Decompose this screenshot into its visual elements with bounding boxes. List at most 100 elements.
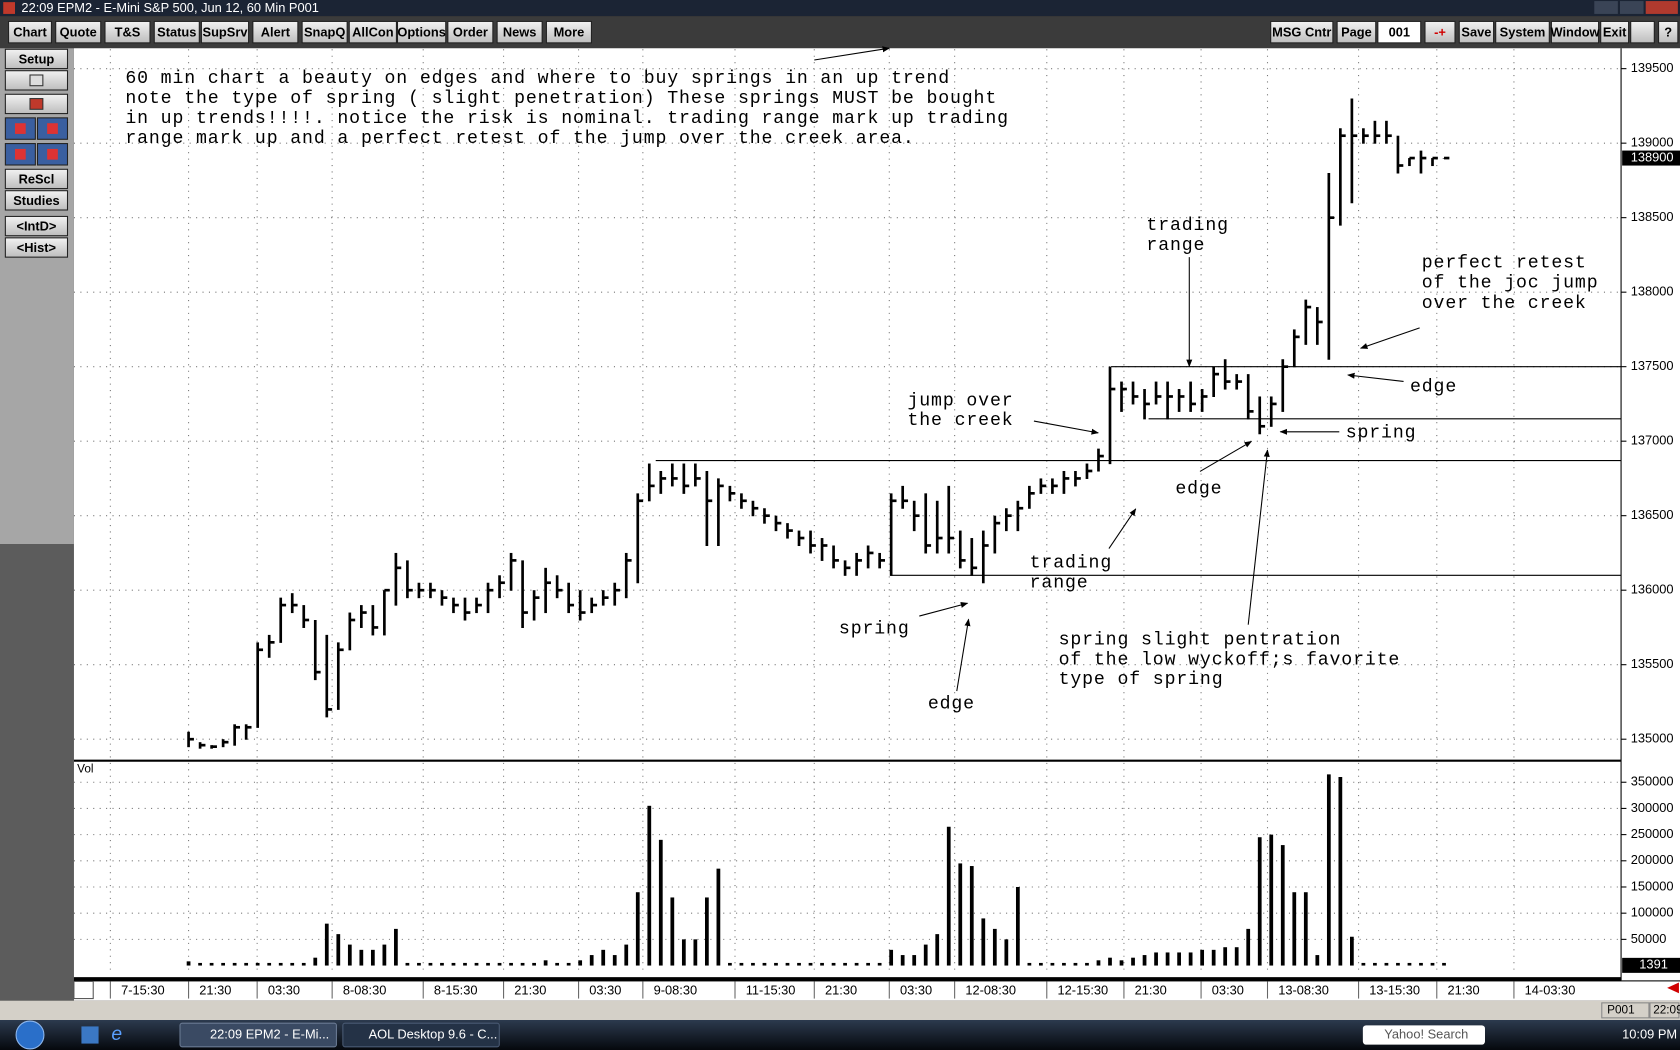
annotation: range mark up and a perfect retest of th… bbox=[125, 129, 914, 149]
button[interactable] bbox=[4, 168, 69, 190]
volume-bar bbox=[1015, 886, 1020, 966]
button-label: Save bbox=[1461, 25, 1491, 40]
button[interactable] bbox=[4, 48, 69, 70]
scroll-box[interactable] bbox=[73, 980, 94, 1000]
volume-bar bbox=[774, 962, 778, 966]
button[interactable] bbox=[4, 237, 69, 258]
button[interactable] bbox=[4, 215, 69, 237]
minimize-button[interactable] bbox=[1594, 1, 1618, 14]
volume-bar bbox=[889, 949, 894, 966]
x-tick-label: 21:30 bbox=[1135, 982, 1167, 997]
button[interactable] bbox=[1424, 20, 1456, 44]
x-tick-label: 03:30 bbox=[1212, 982, 1244, 997]
button[interactable] bbox=[545, 20, 592, 44]
button[interactable] bbox=[4, 190, 69, 211]
y-tick-label: 138000 bbox=[1631, 284, 1674, 299]
volume-bar bbox=[451, 962, 456, 966]
volume-bar bbox=[1292, 892, 1297, 966]
button[interactable] bbox=[1550, 20, 1600, 44]
volume-bar bbox=[1419, 962, 1423, 966]
volume-bar bbox=[1073, 962, 1078, 966]
y-tick-label: 137000 bbox=[1631, 433, 1674, 448]
volume-tick-label: 300000 bbox=[1631, 800, 1674, 815]
volume-bar bbox=[1234, 947, 1239, 966]
annotation: spring bbox=[839, 620, 910, 640]
button[interactable] bbox=[447, 20, 494, 44]
button[interactable] bbox=[1495, 20, 1550, 44]
volume-bar bbox=[532, 962, 536, 966]
button[interactable] bbox=[301, 20, 348, 44]
volume-bar bbox=[820, 962, 824, 966]
volume-tick-label: 100000 bbox=[1631, 905, 1674, 920]
taskbar-item-label: 22:09 EPM2 - E-Mi... bbox=[210, 1026, 329, 1041]
quicklaunch-icon[interactable]: e bbox=[111, 1024, 122, 1045]
volume-bar bbox=[1338, 776, 1343, 966]
volume-bar bbox=[486, 962, 490, 966]
start-button[interactable] bbox=[15, 1020, 45, 1050]
app-icon bbox=[3, 2, 15, 14]
volume-bar bbox=[912, 955, 917, 966]
taskbar-item[interactable] bbox=[342, 1022, 500, 1048]
last-volume-label: 1391 bbox=[1639, 957, 1668, 972]
button-label: News bbox=[503, 25, 537, 40]
y-tick-label: 135000 bbox=[1631, 731, 1674, 746]
button[interactable] bbox=[1658, 20, 1679, 44]
annotation: the creek bbox=[908, 411, 1014, 431]
button[interactable] bbox=[252, 20, 299, 44]
volume-bar bbox=[1096, 960, 1101, 966]
volume-bar bbox=[394, 928, 398, 966]
x-tick-label: 8-08:30 bbox=[343, 982, 387, 997]
annotation: of the joc jump bbox=[1422, 274, 1599, 294]
volume-bar bbox=[278, 962, 283, 966]
annotation: edge bbox=[1175, 479, 1222, 499]
button-label: ReScl bbox=[19, 171, 55, 186]
annotation: spring slight pentration bbox=[1059, 630, 1342, 650]
volume-bar bbox=[1027, 962, 1032, 966]
button[interactable] bbox=[153, 20, 200, 44]
maximize-button[interactable] bbox=[1620, 1, 1644, 14]
volume-bar bbox=[797, 962, 801, 966]
button[interactable] bbox=[396, 20, 447, 44]
quicklaunch-icon[interactable] bbox=[81, 1026, 99, 1044]
button[interactable] bbox=[1270, 20, 1334, 44]
restore-button[interactable] bbox=[1630, 20, 1655, 44]
volume-bar bbox=[958, 863, 963, 966]
volume-bar bbox=[555, 962, 560, 966]
button[interactable] bbox=[496, 20, 543, 44]
volume-bar bbox=[705, 897, 709, 966]
button[interactable] bbox=[55, 20, 102, 44]
volume-bar bbox=[578, 960, 583, 966]
button[interactable] bbox=[348, 20, 397, 44]
search-box[interactable] bbox=[1362, 1025, 1485, 1045]
button[interactable] bbox=[1458, 20, 1495, 44]
volume-bar bbox=[221, 962, 225, 966]
volume-bar bbox=[1211, 949, 1216, 966]
volume-bar bbox=[301, 962, 306, 966]
button[interactable] bbox=[104, 20, 151, 44]
scroll-arrow[interactable] bbox=[1667, 982, 1679, 994]
button[interactable] bbox=[1336, 20, 1377, 44]
volume-label: Vol bbox=[77, 762, 93, 775]
button-label: System bbox=[1500, 25, 1546, 40]
button[interactable] bbox=[1600, 20, 1630, 44]
status-bar bbox=[0, 1000, 1680, 1020]
button-label: Status bbox=[157, 25, 196, 40]
button-label: <IntD> bbox=[16, 219, 56, 234]
icon bbox=[29, 74, 44, 87]
x-tick-label: 21:30 bbox=[1448, 982, 1480, 997]
volume-bar bbox=[1062, 962, 1066, 966]
button[interactable] bbox=[8, 20, 52, 44]
volume-bar bbox=[1326, 774, 1331, 966]
button[interactable] bbox=[1377, 20, 1422, 44]
arrow bbox=[1199, 440, 1253, 472]
volume-bar bbox=[1188, 952, 1193, 966]
taskbar-item[interactable] bbox=[179, 1022, 337, 1048]
y-tick-label: 139000 bbox=[1631, 135, 1674, 150]
close-button[interactable] bbox=[1645, 1, 1678, 14]
volume-bar bbox=[728, 962, 732, 966]
time-axis-bar bbox=[73, 977, 1622, 982]
volume-bar bbox=[843, 962, 847, 966]
last-volume-box bbox=[1622, 957, 1680, 973]
annotation: range bbox=[1146, 236, 1205, 256]
button[interactable] bbox=[200, 20, 250, 44]
